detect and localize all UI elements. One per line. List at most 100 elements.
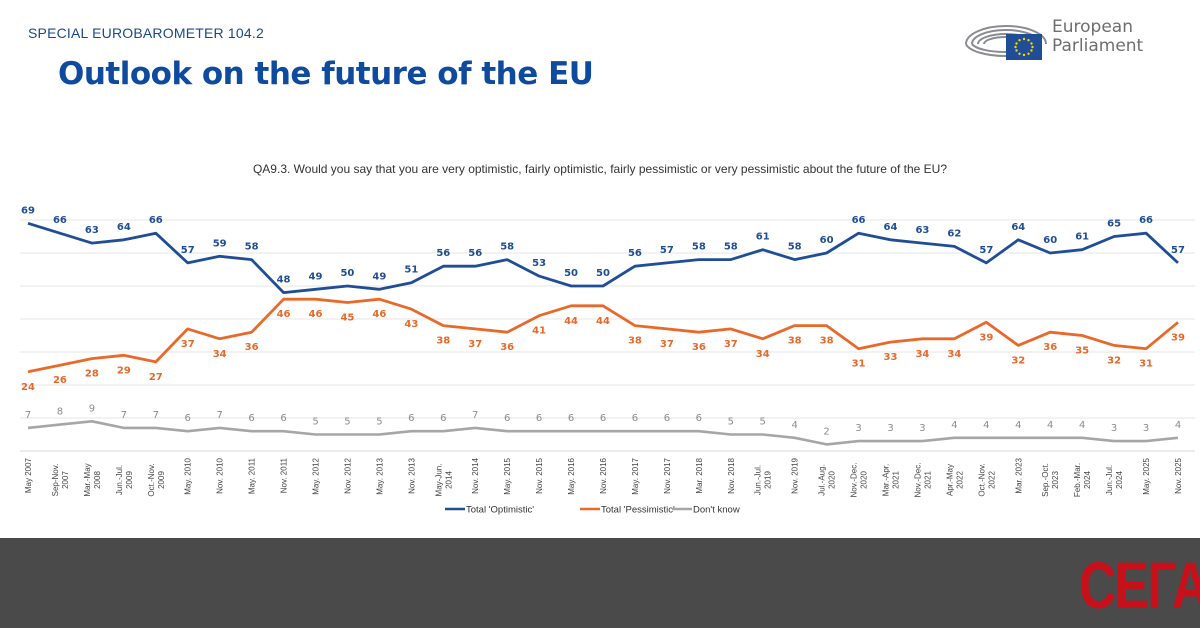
data-label: 58 [788,242,802,253]
legend-label: Don't know [693,505,740,516]
x-tick-text: May 2007 [24,457,33,493]
x-tick-label: May. 2015 [503,457,512,494]
data-label: 27 [149,372,163,383]
data-label: 3 [1111,423,1117,434]
legend-label: Total 'Pessimistic' [601,505,675,516]
x-tick-text: Jun.-Jul. [754,465,763,495]
data-label: 7 [216,410,222,421]
x-tick-text: Nov. 2010 [216,457,225,493]
x-tick-text: Nov. 2014 [471,457,480,493]
data-label: 6 [696,413,702,424]
data-label: 38 [820,336,834,347]
data-label: 28 [85,369,99,380]
data-label: 58 [724,242,738,253]
data-label: 50 [564,268,578,279]
x-tick-text: Nov. 2017 [663,457,672,493]
data-label: 4 [1047,420,1053,431]
x-tick-label: May. 2010 [184,457,193,494]
x-tick-text: Mar.-May [83,463,92,496]
data-label: 64 [1011,222,1025,233]
data-label: 3 [919,423,925,434]
data-label: 57 [1171,245,1185,256]
data-label: 6 [504,413,510,424]
data-label: 4 [1079,420,1085,431]
x-tick-text: May. 2010 [184,457,193,494]
x-tick-text: Mar. 2018 [695,457,704,493]
x-tick-text: May. 2011 [248,457,257,494]
survey-question: QA9.3. Would you say that you are very o… [252,162,948,176]
x-tick-label: May. 2012 [312,457,321,494]
data-label: 43 [404,319,418,330]
data-label: 37 [724,339,738,350]
series-line-pessimistic [27,297,1179,374]
data-label: 58 [245,242,259,253]
ep-logo-line1: European [1052,17,1133,37]
x-tick-label: May. 2013 [375,457,384,494]
data-label: 37 [468,339,482,350]
data-label: 4 [983,420,989,431]
data-label: 3 [887,423,893,434]
data-label: 50 [596,268,610,279]
x-tick-label: Mar.-Apr. 2021 [882,464,901,496]
x-tick-text: 2023 [1051,471,1060,489]
x-tick-label: Nov. 2014 [471,457,480,493]
data-label: 57 [979,245,993,256]
data-label: 36 [500,342,514,353]
data-label: 24 [21,382,35,393]
x-tick-label: May-Jun. 2014 [434,464,453,497]
data-label: 49 [372,271,386,282]
data-label: 8 [57,407,63,418]
x-tick-text: 2009 [125,471,134,489]
data-label: 69 [21,205,35,216]
data-label: 53 [532,258,546,269]
data-label: 45 [340,313,354,324]
data-label: 6 [408,413,414,424]
x-tick-text: Oct.-Nov. [147,463,156,496]
x-tick-text: Sep-Nov. [51,464,60,497]
data-label: 38 [628,336,642,347]
x-tick-label: Oct.-Nov. 2022 [977,463,996,496]
data-label: 6 [664,413,670,424]
data-label: 44 [564,316,578,327]
data-label: 5 [760,417,766,428]
data-label: 38 [788,336,802,347]
data-label: 44 [596,316,610,327]
x-tick-text: Mar.-Apr. [882,464,891,496]
data-label: 5 [312,417,318,428]
data-label: 6 [536,413,542,424]
data-label: 61 [756,232,770,243]
data-label: 46 [309,309,323,320]
x-tick-label: Nov. 2017 [663,457,672,493]
data-label: 66 [1139,215,1153,226]
data-label: 2 [823,426,829,437]
x-tick-label: May 2007 [24,457,33,493]
x-tick-text: 2008 [93,471,102,489]
footer-band [0,538,1200,628]
data-label: 6 [568,413,574,424]
data-label: 58 [692,242,706,253]
data-label: 64 [884,222,898,233]
data-label: 63 [915,225,929,236]
data-label: 39 [1171,332,1185,343]
slide: SPECIAL EUROBAROMETER 104.2 Outlook on t… [20,17,1195,516]
x-tick-label: Sep-Nov. 2007 [51,464,70,497]
x-tick-text: Mar. 2023 [1014,457,1023,493]
x-tick-label: May. 2017 [631,457,640,494]
x-tick-label: May. 2025 [1142,457,1151,494]
data-label: 63 [85,225,99,236]
x-tick-label: Jul.-Aug. 2020 [818,464,837,496]
x-tick-label: Nov. 2025 [1174,457,1183,493]
data-label: 4 [791,420,797,431]
data-label: 46 [277,309,291,320]
data-label: 3 [855,423,861,434]
data-label: 31 [1139,359,1153,370]
page-title: Outlook on the future of the EU [58,56,594,92]
data-label: 66 [53,215,67,226]
series-line-dont-know [27,419,1179,446]
data-label: 48 [277,275,291,286]
x-tick-label: Nov. 2016 [599,457,608,493]
x-tick-text: Nov. 2013 [407,457,416,493]
data-label: 7 [472,410,478,421]
data-label: 66 [852,215,866,226]
